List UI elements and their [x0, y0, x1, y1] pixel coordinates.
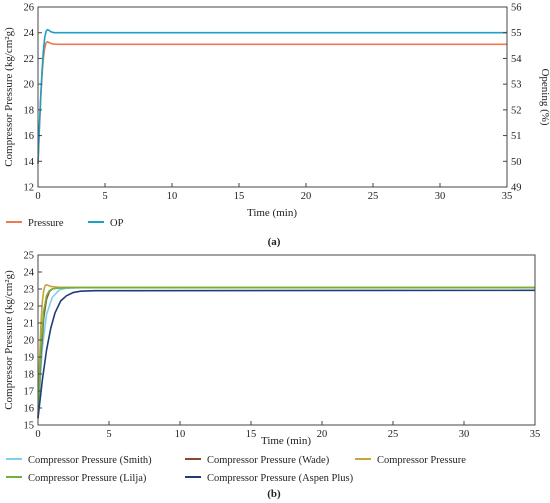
panel-a-y2-tick-label: 56 [511, 3, 522, 14]
panel-b-caption: (b) [267, 488, 281, 500]
panel-b-series-group [37, 283, 536, 419]
panel-a-series-line-op [37, 28, 507, 164]
panel-a-y2-tick-label: 52 [511, 105, 522, 116]
panel-a-x-tick-label: 15 [234, 191, 245, 202]
panel-b-plot-frame [37, 254, 536, 426]
panel-a-y2-axis-label: Opening (%) [539, 68, 550, 125]
panel-b-x-ticks: 0 5 10 15 20 25 30 35 [35, 421, 540, 440]
panel-a-y2-tick-label: 53 [511, 80, 522, 91]
panel-a-x-ticks: 0 5 10 15 20 25 30 35 [35, 183, 512, 202]
panel-a-caption: (a) [268, 236, 281, 248]
panel-a-y-tick-label: 12 [24, 183, 35, 194]
panel-b-legend-label-compressor-pressure-lilja: Compressor Pressure (Lilja) [28, 473, 147, 484]
panel-b-y-tick-label: 18 [24, 370, 35, 381]
panel-b-y-tick-label: 25 [24, 251, 35, 262]
panel-a-y-tick-label: 16 [24, 131, 35, 142]
panel-a-x-tick-label: 30 [435, 191, 446, 202]
panel-b-x-tick-label: 10 [175, 429, 186, 440]
panel-a-x-tick-label: 20 [301, 191, 312, 202]
panel-a-x-tick-label: 35 [502, 191, 513, 202]
panel-a-y-tick-label: 14 [24, 157, 35, 168]
panel-b-legend-label-compressor-pressure-wade: Compressor Pressure (Wade) [207, 455, 330, 466]
panel-b-legend-label-compressor-pressure-smith: Compressor Pressure (Smith) [28, 455, 152, 466]
panel-b-x-tick-label: 35 [530, 429, 541, 440]
panel-a-y2-tick-label: 49 [511, 183, 522, 194]
panel-b-y-tick-label: 16 [24, 404, 35, 415]
panel-b-y-tick-label: 22 [24, 302, 35, 313]
panel-b-legend: Compressor Pressure (Smith) Compressor Pr… [6, 455, 466, 484]
panel-a-y-tick-label: 24 [24, 28, 35, 39]
panel-a-y2-tick-label: 50 [511, 157, 522, 168]
panel-b-x-tick-label: 25 [388, 429, 399, 440]
panel-b-y-ticks: 15 16 17 18 19 20 21 22 23 24 25 [24, 251, 42, 432]
panel-a-y2-tick-label: 55 [511, 28, 522, 39]
panel-a-legend-label-op: OP [110, 218, 124, 229]
panel-b-y-axis-label: Compressor Pressure (kg/cm²g) [3, 270, 15, 410]
panel-b-x-axis-label: Time (min) [261, 435, 311, 447]
panel-b-series-line-compressor-pressure-wade [37, 286, 535, 419]
panel-b-y-tick-label: 15 [24, 421, 35, 432]
panel-a: 0 5 10 15 20 25 30 35 12 14 16 18 20 22 24 26 49 50 51 52… [3, 3, 550, 249]
panel-a-series-line-pressure [37, 40, 507, 164]
panel-a-x-tick-label: 25 [368, 191, 379, 202]
panel-a-x-axis-label: Time (min) [247, 207, 297, 219]
panel-b: 0 5 10 15 20 25 30 35 15 16 17 18 19 20 21 22 23 24 25 Ti… [3, 251, 540, 501]
panel-b-x-tick-label: 30 [459, 429, 470, 440]
panel-b-x-tick-label: 15 [246, 429, 257, 440]
panel-b-series-line-compressor-pressure-aspen-plus [37, 289, 536, 419]
panel-b-x-tick-label: 20 [317, 429, 328, 440]
panel-b-y-tick-label: 20 [24, 336, 35, 347]
panel-a-legend-label-pressure: Pressure [28, 218, 64, 229]
panel-b-x-tick-label: 0 [35, 429, 40, 440]
panel-b-series-line-compressor-pressure-smith [37, 286, 535, 417]
panel-a-legend: Pressure OP [6, 218, 124, 229]
panel-b-legend-label-compressor-pressure: Compressor Pressure [377, 455, 466, 466]
panel-a-y2-tick-label: 51 [511, 131, 522, 142]
panel-a-y-tick-label: 20 [24, 80, 35, 91]
panel-a-y2-ticks: 49 50 51 52 53 54 55 56 [503, 3, 522, 194]
panel-b-y-tick-label: 21 [24, 319, 35, 330]
panel-a-x-tick-label: 0 [35, 191, 40, 202]
panel-b-series-line-compressor-pressure [37, 283, 535, 419]
panel-b-series-line-compressor-pressure-lilja [37, 286, 535, 419]
panel-a-y-tick-label: 18 [24, 105, 35, 116]
panel-a-y-tick-label: 26 [24, 3, 35, 14]
panel-b-y-tick-label: 17 [24, 387, 35, 398]
panel-b-y-tick-label: 23 [24, 285, 35, 296]
panel-a-y-axis-label: Compressor Pressure (kg/cm²g) [3, 27, 15, 167]
panel-a-y-tick-label: 22 [24, 54, 35, 65]
panel-b-y-tick-label: 19 [24, 353, 35, 364]
panel-b-legend-label-compressor-pressure-aspen-plus: Compressor Pressure (Aspen Plus) [207, 473, 354, 484]
panel-a-x-tick-label: 5 [102, 191, 107, 202]
panel-b-x-tick-label: 5 [106, 429, 111, 440]
panel-b-y-tick-label: 24 [24, 268, 35, 279]
panel-a-x-tick-label: 10 [167, 191, 178, 202]
panel-a-y2-tick-label: 54 [511, 54, 522, 65]
panel-a-plot-frame [37, 6, 508, 188]
panel-a-y-ticks: 12 14 16 18 20 22 24 26 [24, 3, 42, 194]
panel-a-series-group [37, 28, 507, 164]
